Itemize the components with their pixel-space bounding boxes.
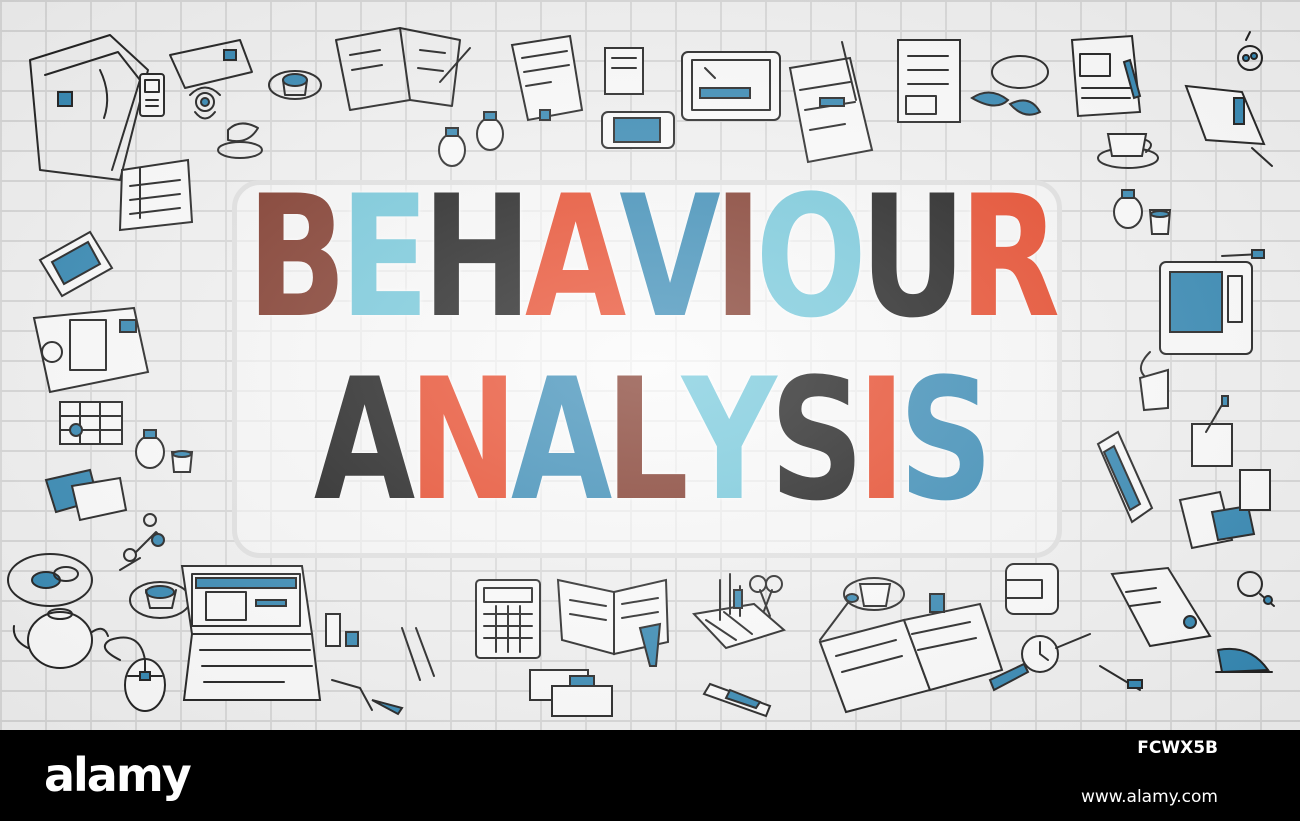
headline-letter: I <box>713 159 763 355</box>
watermark-bar: alamy FCWX5B www.alamy.com <box>0 730 1300 821</box>
headline-letter: S <box>769 342 864 538</box>
pen-icon <box>1221 249 1265 259</box>
notebook-icon <box>335 27 471 111</box>
plate-icon <box>7 553 93 607</box>
calendar-icon <box>59 401 123 445</box>
headline-letter: V <box>619 159 720 355</box>
clipboard-icon <box>788 41 874 164</box>
calculator-icon <box>475 579 541 659</box>
coffee-cup-icon <box>129 581 191 619</box>
folder-icon <box>29 34 149 181</box>
document-icon <box>1070 34 1142 118</box>
keys-icon <box>119 513 165 571</box>
bottle-icon <box>438 111 504 167</box>
image-id: FCWX5B <box>1137 738 1218 758</box>
stapler-icon <box>1215 648 1273 674</box>
open-book-icon <box>556 578 670 667</box>
pen-icon <box>331 627 435 716</box>
glasses-icon <box>970 55 1049 116</box>
headline-letter: I <box>857 342 906 538</box>
headline-letter: L <box>605 342 689 538</box>
headline-letter: B <box>246 159 347 355</box>
headline-letter: O <box>755 159 866 355</box>
paper-sheet-icon <box>1191 395 1233 467</box>
calendar-icon <box>32 306 150 394</box>
notebook-icon <box>118 158 194 232</box>
bottle-icon <box>135 429 194 473</box>
headline-letter: N <box>408 342 518 538</box>
headline-letter: Y <box>681 342 777 538</box>
business-card-icon <box>529 669 613 717</box>
headline-letter: U <box>859 159 966 355</box>
map-pin-icon <box>1237 31 1263 71</box>
headline-letter: A <box>524 159 626 355</box>
business-card-icon <box>44 468 128 522</box>
phone-icon <box>38 230 114 298</box>
headline-letter: S <box>898 342 993 538</box>
headline-letter: R <box>959 159 1060 355</box>
brick-wall-scene: BEHAVIOUR ANALYSIS <box>0 0 1300 730</box>
document-icon <box>510 34 584 122</box>
notebook-icon <box>897 39 961 123</box>
clipboard-icon <box>1096 430 1154 524</box>
wristwatch-icon <box>988 633 1091 692</box>
bottle-icon <box>1113 189 1172 235</box>
coffee-cup-icon <box>268 70 322 100</box>
tablet-icon <box>681 51 781 121</box>
headline-letter: A <box>313 342 415 538</box>
headline-letter: E <box>339 159 430 355</box>
headline-sticker <box>232 180 1062 558</box>
alamy-logo: alamy <box>44 748 192 802</box>
stapler-icon <box>702 682 772 718</box>
headline-letter: A <box>510 342 612 538</box>
watermark-url: www.alamy.com <box>1080 787 1218 807</box>
flower-pot-icon <box>189 86 263 159</box>
business-card-icon <box>1178 469 1271 550</box>
usb-stick-icon <box>325 613 359 647</box>
mouse-icon <box>103 636 166 712</box>
coffee-cup-icon <box>843 577 905 611</box>
open-book-icon <box>818 593 1004 714</box>
phone-icon <box>601 111 675 149</box>
office-doodles <box>7 27 1275 718</box>
paper-sheet-icon <box>691 573 787 650</box>
magnifier-icon <box>1237 571 1275 607</box>
pen-icon <box>1099 665 1143 691</box>
document-icon <box>1110 566 1212 648</box>
headline-behaviour: BEHAVIOUR <box>143 172 1157 342</box>
wallet-icon <box>1005 563 1059 615</box>
notebook-icon <box>1184 84 1273 167</box>
laptop-icon <box>180 565 322 701</box>
phone-icon <box>139 73 165 117</box>
coffee-cup-icon <box>1097 133 1159 169</box>
headline-analysis: ANALYSIS <box>143 355 1157 525</box>
paper-sheet-icon <box>604 47 644 95</box>
headline-letter: H <box>422 159 532 355</box>
folder-icon <box>169 39 253 89</box>
tablet-icon <box>1138 261 1253 412</box>
teapot-icon <box>12 608 109 669</box>
